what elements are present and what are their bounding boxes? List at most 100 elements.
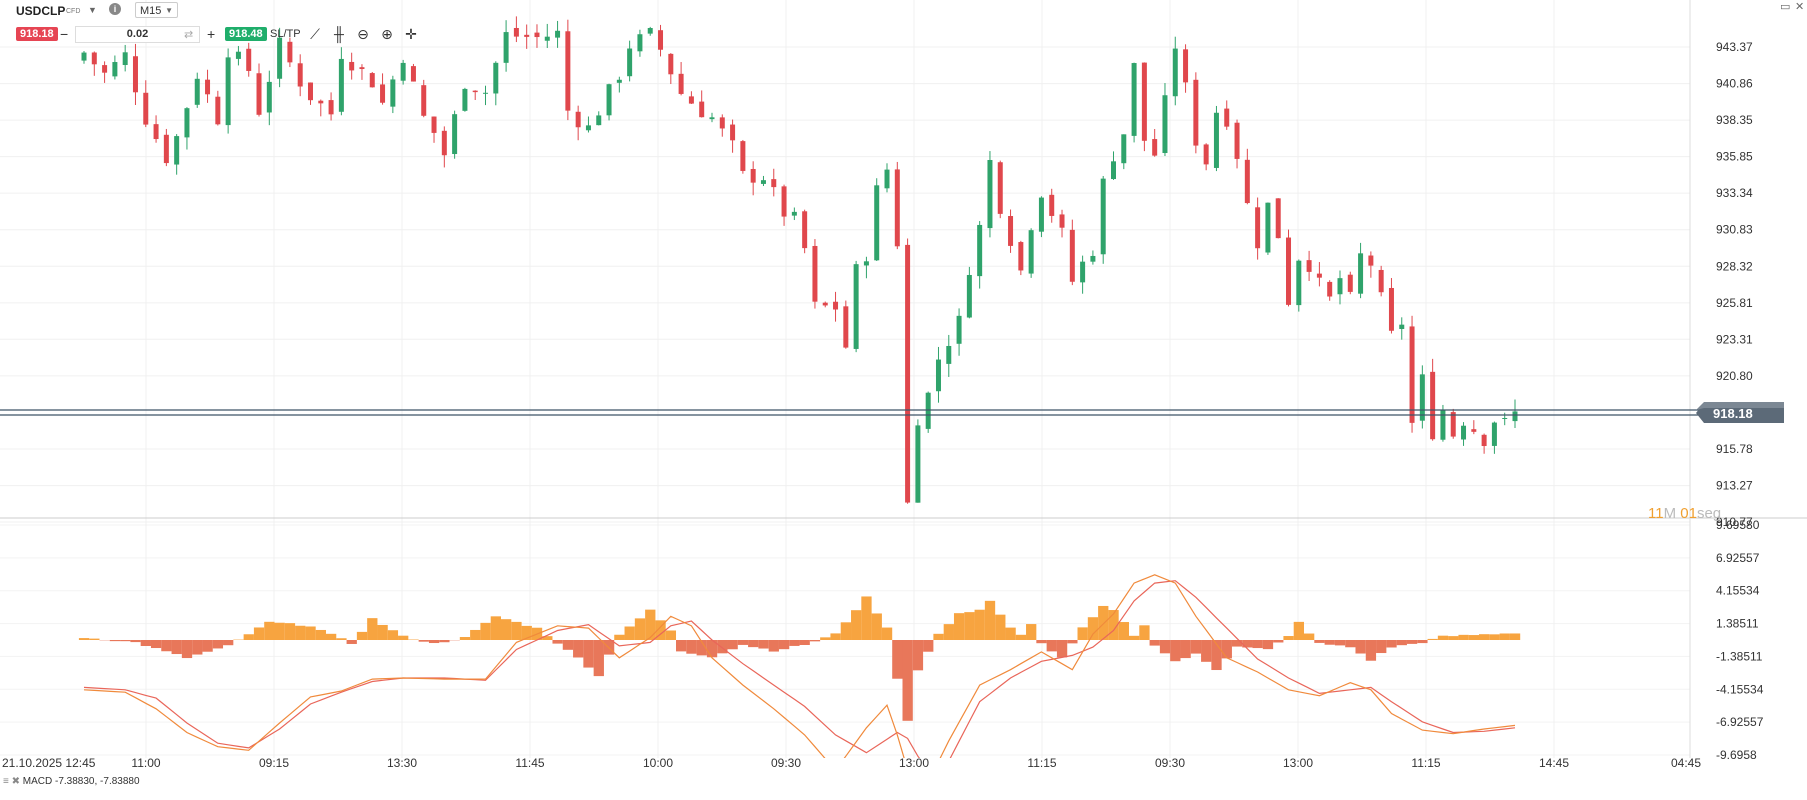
histogram-bar [1406,640,1418,644]
candle [246,42,252,77]
candle [524,24,530,49]
histogram-bar [1026,624,1037,640]
indicator-label[interactable]: ≡ ✖ MACD -7.38830, -7.83880 [3,776,140,787]
candle-body [369,73,375,88]
histogram-bar [439,640,450,643]
candle [647,26,653,36]
candle [194,72,200,108]
close-icon[interactable]: ✕ [1795,1,1805,13]
candle-body [513,27,519,37]
candles-icon[interactable]: ╫ [334,26,344,42]
histogram-bar [1036,640,1047,644]
histogram-bar [583,640,594,668]
candle [390,75,396,114]
price-tick-label: 930.83 [1716,223,1753,237]
line-chart-icon[interactable]: ⟋ [310,26,320,42]
symbol-name[interactable]: USDCLP [16,4,66,18]
histogram-bar [727,640,738,650]
candle-body [1110,161,1116,180]
increase-quantity-button[interactable]: + [207,26,216,42]
histogram-bar [130,640,141,643]
histogram-bar [1386,640,1397,648]
candle [637,29,643,57]
candle [102,61,108,83]
candle-body [884,169,890,189]
histogram-bar [1087,617,1099,640]
candle-body [1368,255,1374,266]
candle-body [977,224,983,277]
candle-body [1224,108,1230,127]
candle-body [966,274,972,318]
candle-body [194,78,200,105]
histogram-bar [593,640,604,677]
indicator-icons[interactable]: ≡ ✖ [3,776,20,787]
candle [1358,242,1364,299]
candle-body [1419,374,1425,421]
candle-body [143,92,149,125]
candle [338,47,344,116]
histogram-bar [1304,633,1315,640]
symbol-dropdown-icon[interactable]: ▼ [88,5,97,15]
candle-body [781,186,787,217]
candle-body [246,48,252,71]
axes: 943.37 940.86 938.35 935.85 933.34 930.83 928.… [2,40,1764,770]
histogram-bar [542,636,553,640]
candle-body [174,136,180,165]
candle [1461,422,1467,446]
histogram-bar [1139,625,1150,640]
candle-body [1203,144,1209,165]
candle [91,51,97,76]
histogram-bar [140,640,151,647]
sltp-button[interactable]: SL/TP [270,28,301,40]
candle [410,63,416,82]
candle [163,128,169,167]
quantity-input[interactable]: 0.02 [75,26,200,43]
candle-body [688,96,694,104]
histogram-bar [89,638,100,640]
info-icon[interactable]: i [109,3,121,15]
histogram-bar [1273,640,1284,643]
candle-body [390,79,396,107]
swap-icon[interactable]: ⇄ [184,29,194,41]
candle-body [555,30,561,38]
timeframe-select[interactable]: M15 ▼ [135,2,178,18]
candle [575,105,581,141]
candle [534,24,540,48]
minimize-icon[interactable]: ▭ [1780,1,1791,13]
time-tick-label: 10:00 [643,756,673,770]
zoom-in-icon[interactable]: ⊕ [381,26,393,42]
candle-body [1358,253,1364,294]
histogram-bar [212,640,224,649]
candle [966,266,972,319]
timeframe-value: M15 [140,5,162,17]
histogram-bar [665,630,677,640]
candle-body [833,301,839,310]
candle [616,76,622,93]
candle [307,82,313,105]
candle-body [163,134,169,164]
time-tick-label: 14:45 [1539,756,1569,770]
candle [997,160,1003,219]
candle-body [1018,242,1024,271]
histogram-bar [562,640,574,650]
candle-body [1296,260,1302,306]
indicator-name: MACD [22,776,53,787]
candle [1172,36,1178,106]
histogram-bar [480,622,491,640]
candle-body [102,65,108,73]
candle-body [935,359,941,392]
decrease-quantity-button[interactable]: − [60,26,69,42]
candle [441,126,447,168]
candle-body [1183,49,1189,83]
zoom-out-icon[interactable]: ⊖ [357,26,369,42]
time-tick-label: 04:45 [1671,756,1701,770]
histogram-bar [1448,636,1459,640]
candle-body [1512,411,1518,422]
current-price-lines: 918.18 [0,402,1784,424]
crosshair-icon[interactable]: ✛ [405,26,417,42]
sell-button[interactable]: 918.18 [16,27,58,41]
candle-body [277,37,283,79]
buy-button[interactable]: 918.48 [225,27,267,41]
time-tick-label: 09:30 [1155,756,1185,770]
